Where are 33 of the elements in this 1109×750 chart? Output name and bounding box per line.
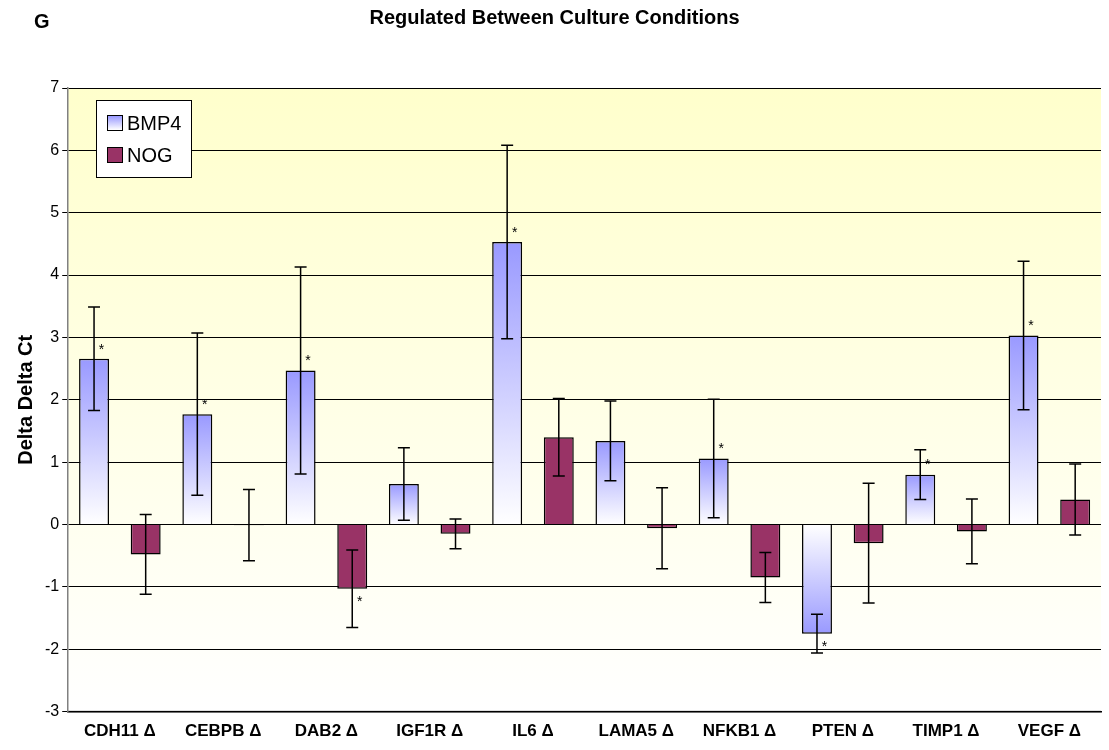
y-tick-label: -2 — [44, 639, 60, 657]
y-tick-label: -3 — [44, 702, 60, 720]
data-label: * — [98, 340, 105, 357]
y-tick-label: -1 — [44, 577, 60, 595]
x-tick-label: CDH11 Δ — [83, 721, 156, 741]
y-tick-label: 3 — [50, 327, 60, 345]
x-tick-label: VEGF Δ — [1017, 721, 1081, 741]
y-tick-label: 4 — [50, 265, 60, 283]
x-tick-label: PTEN Δ — [811, 721, 874, 741]
data-label: * — [1028, 317, 1035, 334]
y-tick-label: 1 — [50, 452, 60, 470]
x-tick-label: LAMA5 Δ — [598, 721, 674, 741]
y-tick-label: 2 — [50, 390, 60, 408]
y-tick-label: 7 — [50, 78, 60, 96]
x-tick-label: CEBPB Δ — [184, 721, 262, 741]
legend-label: BMP4 — [127, 111, 182, 136]
data-label: * — [357, 592, 363, 609]
x-tick-label: TIMP1 Δ — [912, 721, 980, 741]
y-axis-title: Delta Delta Ct — [13, 334, 36, 465]
data-label: * — [718, 440, 725, 457]
legend-label: NOG — [127, 143, 173, 168]
data-label: * — [821, 637, 828, 654]
data-label: * — [511, 223, 518, 240]
x-tick-label: IL6 Δ — [512, 721, 554, 741]
y-tick-label: 5 — [50, 203, 60, 221]
y-tick-label: 0 — [50, 514, 60, 532]
text: G — [34, 10, 50, 33]
x-tick-label: NFKB1 Δ — [702, 721, 777, 741]
y-tick-label: 6 — [50, 140, 60, 158]
chart-title: Regulated Between Culture Conditions — [369, 6, 740, 28]
x-tick-label: IGF1R Δ — [396, 721, 464, 741]
x-tick-label: DAB2 Δ — [294, 721, 359, 741]
data-label: * — [305, 352, 312, 369]
